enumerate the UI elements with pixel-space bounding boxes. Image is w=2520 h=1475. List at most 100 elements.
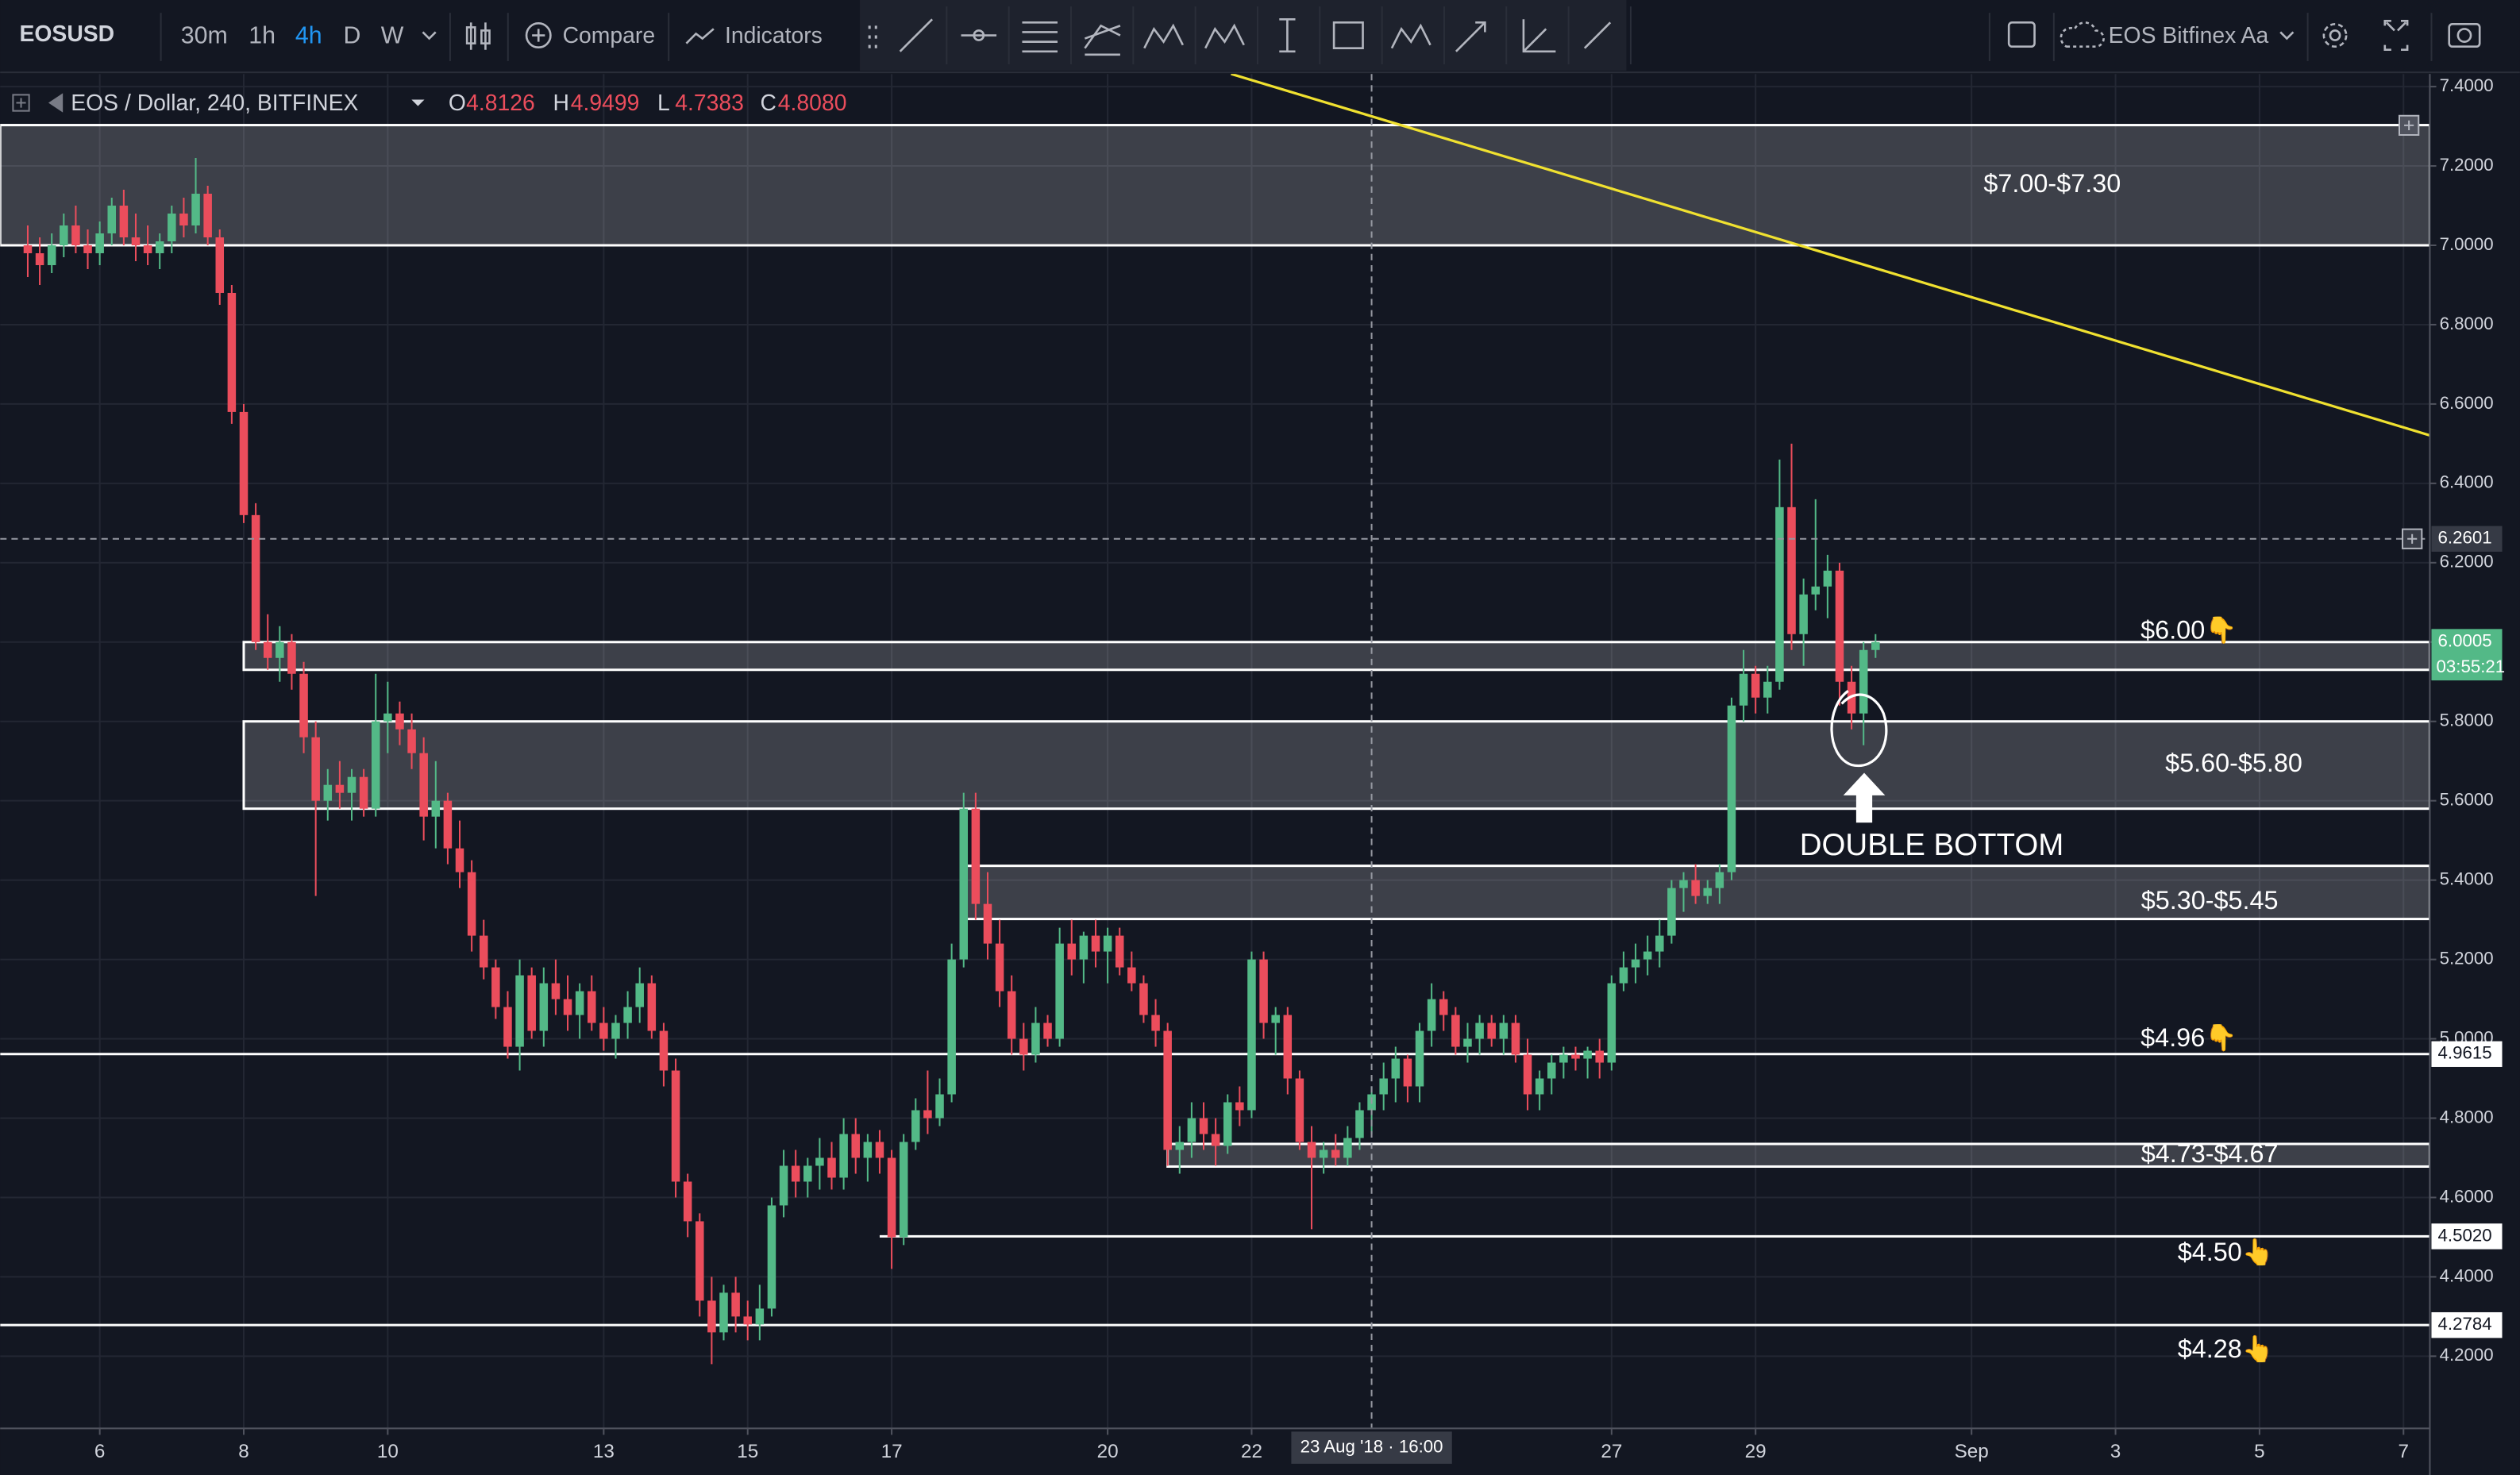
candle-body — [719, 1292, 728, 1333]
drawing-tool[interactable] — [1583, 21, 1612, 49]
candle-body — [467, 872, 476, 936]
drawing-tool[interactable] — [1390, 23, 1431, 49]
symbol[interactable]: EOSUSD — [19, 21, 114, 47]
candle-body — [911, 1110, 920, 1142]
candle-body — [1151, 1015, 1160, 1031]
legend-toggle[interactable] — [12, 94, 30, 112]
candle-body — [551, 983, 561, 999]
zone-label: $4.73-$4.67 — [2141, 1139, 2279, 1168]
legend-title[interactable]: EOS / Dollar, 240, BITFINEX — [71, 91, 358, 116]
candle-body — [1667, 888, 1676, 936]
zone-label: $7.00-$7.30 — [1983, 169, 2121, 198]
candle-body — [491, 967, 500, 1007]
layout-name[interactable]: EOS Bitfinex Aa — [2109, 23, 2269, 48]
candle-body — [515, 975, 524, 1047]
x-tick-label: 22 — [1241, 1441, 1262, 1462]
icon — [480, 29, 491, 44]
legend: EOS / Dollar, 240, BITFINEX O 4.8126 H 4.94… — [12, 91, 847, 116]
candle-body — [1343, 1138, 1352, 1158]
candle-body — [731, 1292, 740, 1317]
candle-body — [659, 1030, 669, 1071]
candle-body — [803, 1165, 812, 1182]
layout-menu[interactable] — [2279, 31, 2295, 40]
candle-body — [1451, 1015, 1460, 1047]
crosshair-time-tag — [1291, 1431, 1452, 1464]
candle-body — [1247, 959, 1256, 1111]
drawing-tool[interactable] — [1522, 19, 1556, 53]
candle-body — [1463, 1038, 1472, 1047]
candle-body — [1331, 1150, 1340, 1158]
compare-icon[interactable] — [525, 22, 552, 49]
interval-button[interactable]: D — [343, 23, 360, 49]
candle-body — [311, 737, 320, 801]
drawing-tool[interactable] — [961, 29, 997, 41]
candle-body — [1031, 1022, 1040, 1055]
candle-body — [995, 943, 1004, 992]
drawing-tool[interactable] — [1143, 23, 1185, 49]
candle-body — [611, 1022, 620, 1039]
candle-body — [767, 1205, 776, 1309]
interval-button[interactable]: W — [381, 23, 404, 49]
candle-body — [1007, 991, 1016, 1039]
candle-body — [587, 991, 596, 1023]
candle-body — [35, 252, 44, 265]
trendline — [1231, 74, 2430, 437]
y-tick-label: 5.8000 — [2440, 711, 2494, 730]
y-tick-label: 6.8000 — [2440, 314, 2494, 333]
snapshot-button[interactable] — [2448, 23, 2481, 48]
candle-body — [1475, 1022, 1484, 1039]
interval-button[interactable]: 30m — [181, 23, 228, 49]
x-tick-label: 3 — [2110, 1441, 2121, 1462]
candle-body — [707, 1300, 716, 1333]
chart-type-button[interactable] — [465, 22, 491, 50]
candle-body — [335, 784, 345, 793]
candle-body — [215, 237, 225, 293]
y-tick-label: 6.4000 — [2440, 472, 2494, 492]
settings-button[interactable] — [2322, 23, 2348, 48]
candle-body — [119, 206, 129, 238]
icon — [2329, 29, 2341, 41]
candle-body — [1235, 1102, 1244, 1111]
compare-button[interactable]: Compare — [563, 23, 656, 48]
interval-button[interactable]: 4h — [295, 23, 322, 49]
interval-menu[interactable] — [422, 31, 437, 40]
drawing-tool[interactable] — [1332, 21, 1364, 50]
candle-body — [923, 1110, 932, 1119]
crosshair-price-label: 6.2601 — [2438, 528, 2492, 548]
select-button[interactable] — [2007, 21, 2036, 48]
candle-body — [815, 1157, 824, 1166]
zone-label: $6.00👇 — [2140, 615, 2237, 645]
candle-body — [696, 1221, 704, 1301]
candle-body — [1127, 967, 1136, 984]
candle-body — [1727, 705, 1736, 872]
drawing-tool[interactable] — [1084, 24, 1121, 56]
candle-body — [1679, 880, 1688, 888]
candle-body — [1115, 935, 1124, 968]
y-tick-label: 4.6000 — [2440, 1186, 2494, 1206]
candle-body — [1595, 1050, 1604, 1063]
drawing-tool[interactable] — [1279, 17, 1296, 53]
legend-value: 4.8080 — [778, 91, 847, 116]
candle-body — [1439, 999, 1448, 1015]
zone — [0, 124, 2430, 247]
candle-body — [683, 1181, 692, 1222]
interval-button[interactable]: 1h — [249, 23, 276, 49]
drawing-tool[interactable] — [899, 18, 934, 52]
x-tick-label: 20 — [1097, 1441, 1119, 1462]
drawing-tool[interactable] — [1022, 21, 1058, 53]
candle-body — [1739, 673, 1748, 706]
candle-body — [479, 935, 488, 968]
candle-body — [1487, 1022, 1496, 1039]
candle-body — [383, 713, 392, 722]
candle-body — [827, 1157, 836, 1178]
fullscreen-button[interactable] — [2383, 19, 2409, 52]
indicators-button[interactable]: Indicators — [725, 23, 823, 48]
compare-icon — [532, 29, 545, 42]
drawing-tool[interactable] — [1455, 21, 1486, 52]
drawing-tool[interactable] — [1204, 23, 1245, 49]
legend-menu[interactable] — [411, 99, 425, 106]
y-tick-label: 4.2000 — [2440, 1345, 2494, 1365]
candle-body — [359, 776, 368, 809]
candle-body — [575, 991, 584, 1015]
legend-value: 4.9499 — [571, 91, 640, 116]
